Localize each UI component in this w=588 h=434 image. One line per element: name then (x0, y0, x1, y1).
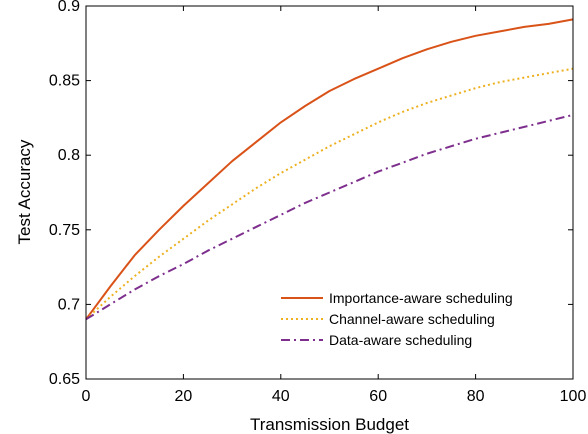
series-layer (85, 18, 574, 321)
y-tick-label: 0.75 (49, 222, 80, 239)
x-tick-label: 100 (560, 388, 587, 405)
series-line-3 (85, 113, 574, 321)
y-tick-label: 0.7 (58, 296, 80, 313)
legend-label-2: Channel-aware scheduling (329, 311, 495, 327)
x-tick-label: 40 (272, 388, 290, 405)
y-tick-label: 0.9 (58, 0, 80, 15)
legend-label-1: Importance-aware scheduling (329, 290, 513, 306)
y-tick-label: 0.85 (49, 73, 80, 90)
x-tick-label: 0 (82, 388, 91, 405)
series-line-1 (85, 18, 574, 320)
legend-label-3: Data-aware scheduling (329, 332, 472, 348)
y-tick-label: 0.8 (58, 147, 80, 164)
x-tick-label: 80 (467, 388, 485, 405)
y-axis-label: Test Accuracy (15, 139, 34, 244)
series-line-2 (85, 67, 574, 321)
legend: Importance-aware scheduling Channel-aware… (274, 282, 562, 356)
x-tick-label: 60 (369, 388, 387, 405)
plot-frame (85, 5, 574, 380)
x-axis-label: Transmission Budget (250, 415, 409, 434)
tick-layer: 0 20 40 60 80 100 0.65 0.7 0.75 0.8 0.85 0.9 (49, 0, 587, 405)
x-tick-label: 20 (175, 388, 193, 405)
y-tick-label: 0.65 (49, 371, 80, 388)
